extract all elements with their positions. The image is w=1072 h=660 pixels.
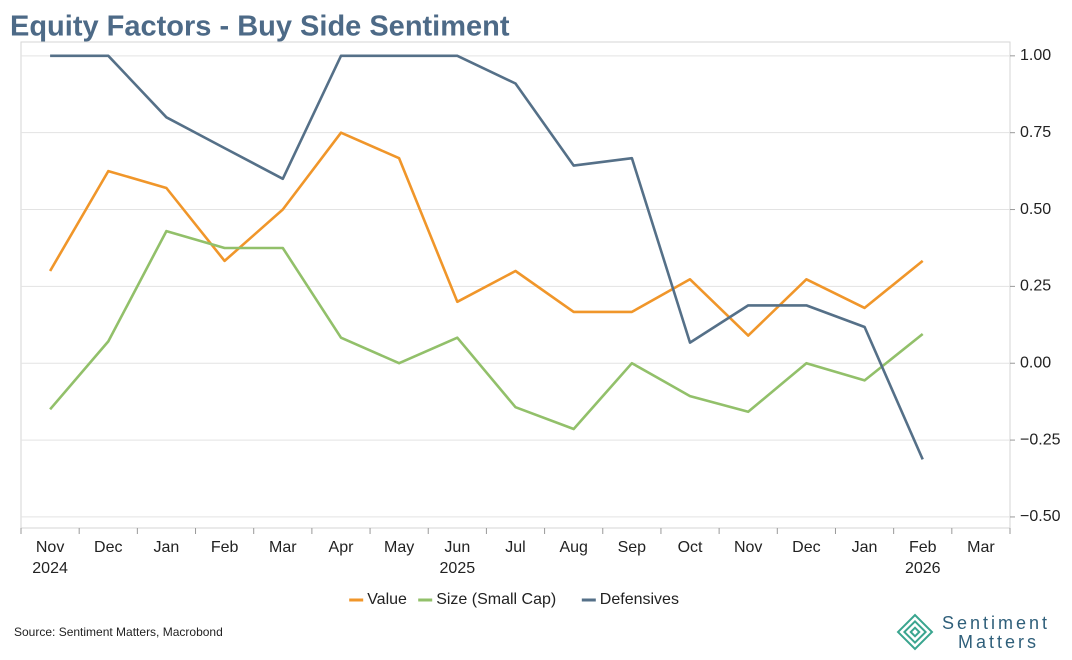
x-tick-label: Apr xyxy=(329,539,355,556)
x-tick-label: Feb xyxy=(909,539,937,556)
x-tick-label: Jan xyxy=(852,539,878,556)
y-tick-label: −0.25 xyxy=(1020,431,1061,448)
x-tick-label: Dec xyxy=(792,539,820,556)
y-tick-label: 0.50 xyxy=(1020,201,1051,218)
x-tick-label: Jul xyxy=(505,539,525,556)
x-tick-label: Sep xyxy=(618,539,647,556)
y-tick-label: 0.25 xyxy=(1020,278,1051,295)
y-tick-label: 1.00 xyxy=(1020,47,1051,64)
x-tick-label: Dec xyxy=(94,539,122,556)
x-tick-label: Jan xyxy=(154,539,180,556)
brand-name: Matters xyxy=(958,632,1039,652)
series-line xyxy=(48,131,924,337)
legend-label: Size (Small Cap) xyxy=(436,591,556,608)
source-note: Source: Sentiment Matters, Macrobond xyxy=(14,625,223,639)
legend-label: Defensives xyxy=(600,591,679,608)
x-tick-label: Nov xyxy=(734,539,762,556)
x-tick-label: Nov xyxy=(36,539,64,556)
chart-title: Equity Factors - Buy Side Sentiment xyxy=(10,11,510,43)
brand-name: Sentiment xyxy=(942,613,1050,633)
year-label: 2026 xyxy=(905,560,941,577)
series-line xyxy=(49,229,924,431)
year-label: 2024 xyxy=(32,560,68,577)
brand-logo: Sentiment Matters xyxy=(896,613,1050,652)
plot-frame xyxy=(20,41,1011,529)
x-tick-label: Mar xyxy=(269,539,297,556)
year-label: 2025 xyxy=(440,560,476,577)
x-tick-label: Mar xyxy=(967,539,995,556)
x-tick-label: Jun xyxy=(444,539,470,556)
y-tick-label: −0.50 xyxy=(1020,508,1061,525)
x-tick-label: Feb xyxy=(211,539,239,556)
y-tick-label: 0.00 xyxy=(1020,354,1051,371)
x-tick-label: Oct xyxy=(678,539,703,556)
x-tick-label: May xyxy=(384,539,414,556)
legend-label: Value xyxy=(367,591,407,608)
y-tick-label: 0.75 xyxy=(1020,124,1051,141)
x-tick-label: Aug xyxy=(559,539,587,556)
series-line xyxy=(50,54,924,460)
